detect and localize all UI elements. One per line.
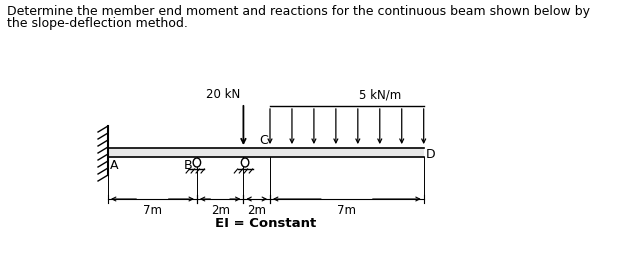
Text: A: A xyxy=(110,159,118,172)
Text: 2m: 2m xyxy=(247,204,266,217)
Text: 20 kN: 20 kN xyxy=(206,88,240,101)
Text: 5 kN/m: 5 kN/m xyxy=(359,89,402,102)
Text: C: C xyxy=(259,134,268,147)
Text: 7m: 7m xyxy=(338,204,356,217)
Circle shape xyxy=(193,158,201,167)
Text: 7m: 7m xyxy=(143,204,162,217)
Text: EI = Constant: EI = Constant xyxy=(215,217,316,230)
Text: 2m: 2m xyxy=(211,204,230,217)
Polygon shape xyxy=(108,148,424,157)
Text: the slope-deflection method.: the slope-deflection method. xyxy=(7,17,188,30)
Text: B: B xyxy=(183,159,192,172)
Circle shape xyxy=(241,158,249,167)
Text: Determine the member end moment and reactions for the continuous beam shown belo: Determine the member end moment and reac… xyxy=(7,5,590,18)
Text: D: D xyxy=(426,148,435,161)
